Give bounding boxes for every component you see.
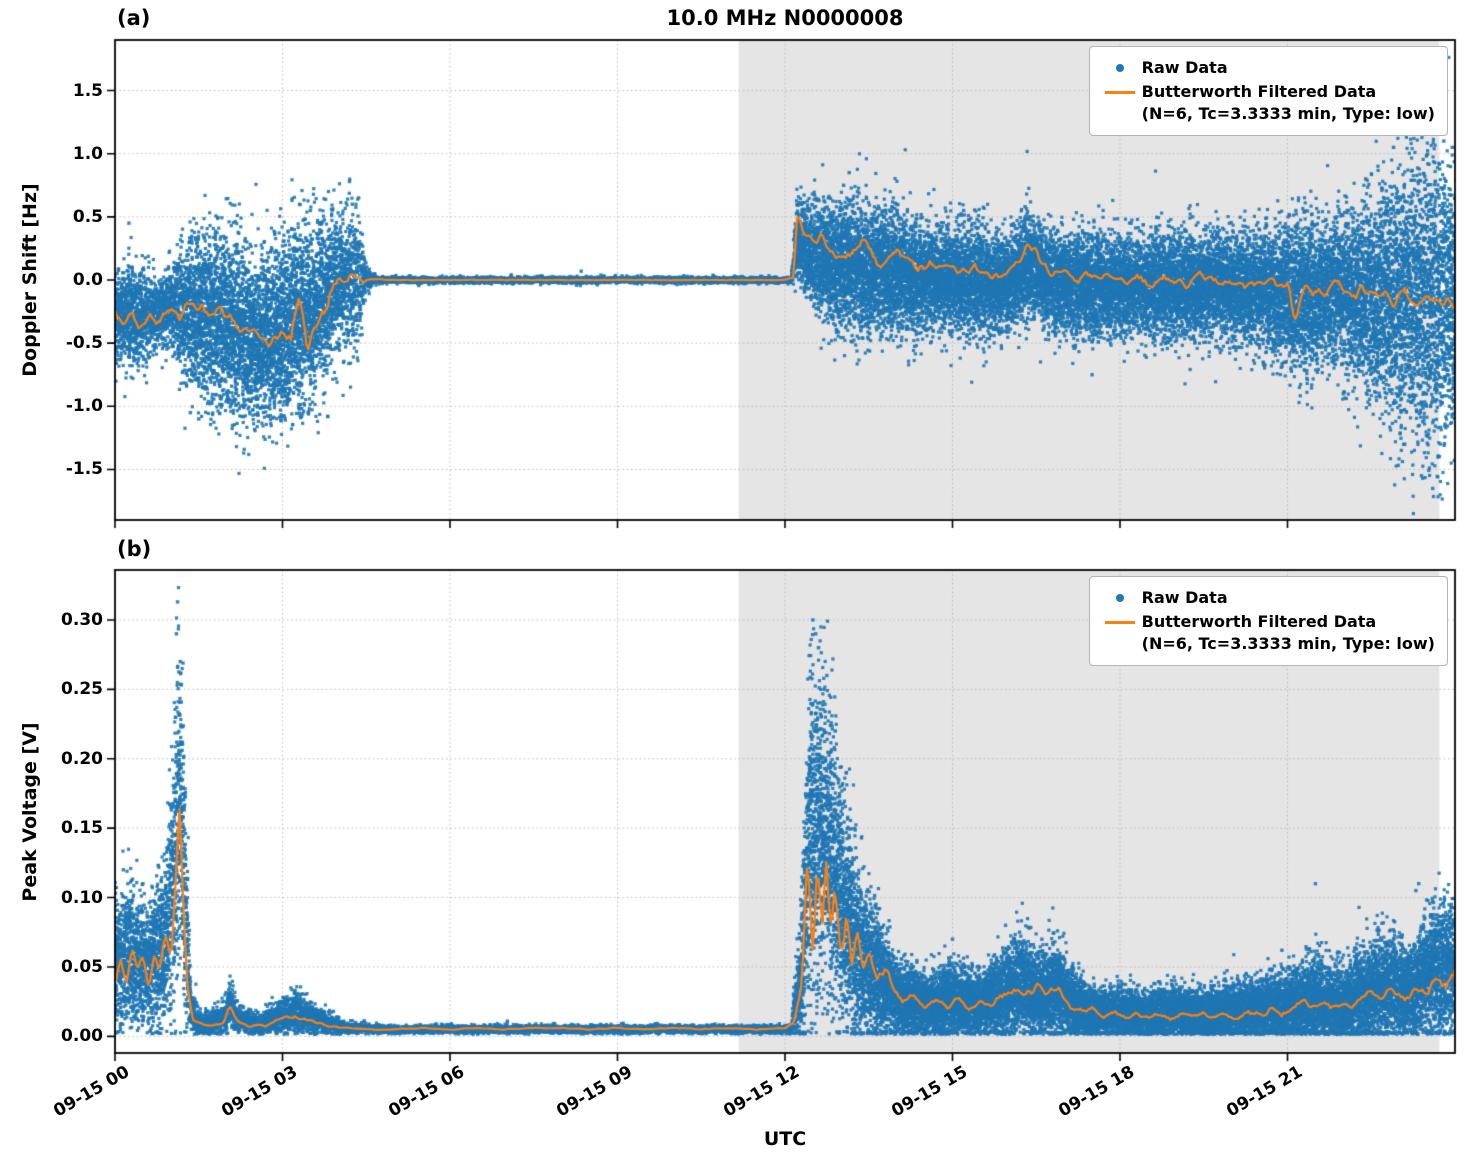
filtered-data-marker-icon <box>1104 620 1135 624</box>
y-tick-label: 0.00 <box>61 1026 103 1047</box>
legend-filtered-label: Butterworth Filtered Data <box>1141 612 1377 631</box>
figure-title: 10.0 MHz N0000008 <box>666 6 904 30</box>
x-axis-label: UTC <box>763 1128 807 1150</box>
y-tick-label: 0.15 <box>61 818 103 839</box>
legend-filtered-sublabel: (N=6, Tc=3.3333 min, Type: low) <box>1141 104 1435 123</box>
y-tick-label: 0.10 <box>61 887 103 908</box>
legend-entry-raw: Raw Data <box>1098 587 1435 609</box>
y-tick-label: 0.25 <box>61 679 103 700</box>
legend-entry-raw: Raw Data <box>1098 57 1435 79</box>
legend-entry-filtered: Butterworth Filtered Data (N=6, Tc=3.333… <box>1098 611 1435 655</box>
y-tick-label: 0.30 <box>61 609 103 630</box>
y-tick-label: 0.20 <box>61 748 103 769</box>
panel-a-label: (a) <box>117 6 151 30</box>
legend-raw-label: Raw Data <box>1141 588 1228 607</box>
legend-entry-filtered: Butterworth Filtered Data (N=6, Tc=3.333… <box>1098 81 1435 125</box>
panel-b-legend: Raw Data Butterworth Filtered Data (N=6,… <box>1088 576 1448 666</box>
panel-b-label: (b) <box>117 537 152 561</box>
raw-data-marker-icon <box>1115 64 1124 72</box>
legend-filtered-sublabel: (N=6, Tc=3.3333 min, Type: low) <box>1141 634 1435 653</box>
y-tick-label: -0.5 <box>65 333 103 354</box>
legend-raw-label: Raw Data <box>1141 58 1228 77</box>
y-tick-label: -1.5 <box>65 459 103 480</box>
legend-filtered-label: Butterworth Filtered Data <box>1141 82 1377 101</box>
y-tick-label: 0.0 <box>72 270 103 290</box>
y-tick-label: 1.5 <box>72 80 103 101</box>
panel-a-legend: Raw Data Butterworth Filtered Data (N=6,… <box>1088 46 1448 136</box>
filtered-data-marker-icon <box>1104 90 1135 94</box>
y-tick-label: 0.5 <box>72 206 103 227</box>
y-tick-label: -1.0 <box>65 396 103 417</box>
y-tick-label: 0.05 <box>61 956 103 977</box>
raw-data-marker-icon <box>1115 594 1124 602</box>
y-tick-label: 1.0 <box>72 143 103 164</box>
